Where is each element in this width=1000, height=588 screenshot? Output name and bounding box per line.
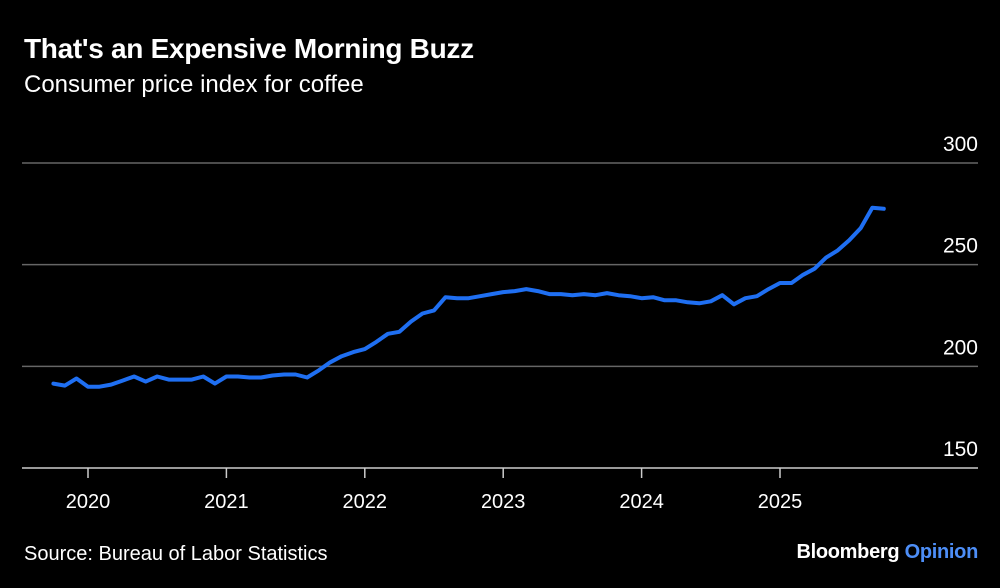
y-tick-label: 300 xyxy=(943,133,978,156)
series-line-coffee-cpi xyxy=(51,205,886,389)
y-tick-label: 250 xyxy=(943,235,978,258)
grid-layer xyxy=(22,162,978,368)
x-tick-label: 2021 xyxy=(204,491,249,513)
brand-logo: Bloomberg Opinion xyxy=(796,541,978,564)
y-tick-label: 200 xyxy=(943,336,978,359)
x-axis: 2020 2021 2022 2023 2024 2025 xyxy=(22,467,978,513)
x-tick-label: 2022 xyxy=(343,491,388,513)
y-tick-label: 150 xyxy=(943,438,978,461)
series-layer xyxy=(51,205,886,389)
x-tick-label: 2023 xyxy=(481,491,526,513)
brand-name: Bloomberg xyxy=(796,541,900,563)
chart-title: That's an Expensive Morning Buzz xyxy=(24,33,474,64)
source-note: Source: Bureau of Labor Statistics xyxy=(24,543,328,565)
x-tick-label: 2025 xyxy=(758,491,803,513)
x-tick-label: 2024 xyxy=(619,491,664,513)
y-axis-labels: 150 200 250 300 xyxy=(943,133,978,461)
x-tick-label: 2020 xyxy=(66,491,111,513)
chart-subtitle: Consumer price index for coffee xyxy=(24,71,364,98)
brand-section: Opinion xyxy=(904,541,979,563)
